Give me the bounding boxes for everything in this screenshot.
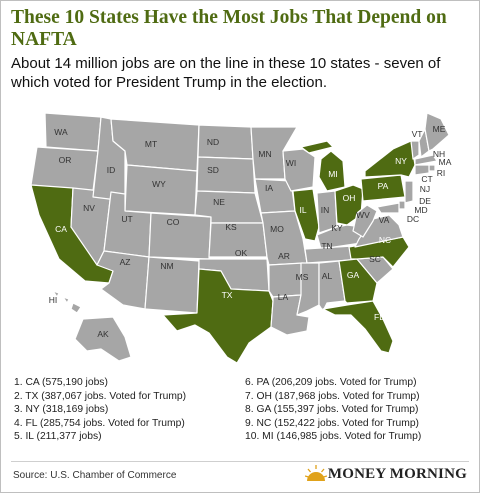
subtitle: About 14 million jobs are on the line in… — [11, 55, 441, 91]
rankings-left: 1. CA (575,190 jobs) 2. TX (387,067 jobs… — [14, 376, 186, 444]
label-ne: NE — [213, 197, 225, 207]
label-oh: OH — [343, 193, 356, 203]
label-ky: KY — [331, 223, 343, 233]
label-pa: PA — [378, 181, 389, 191]
label-de: DE — [419, 196, 431, 206]
state-wi — [282, 148, 316, 192]
ranking-item: 10. MI (146,985 jobs. Voted for Trump) — [245, 431, 422, 442]
label-sc: SC — [369, 254, 381, 264]
ranking-item: 7. OH (187,968 jobs. Voted for Trump) — [245, 390, 420, 402]
state-il — [292, 188, 320, 242]
label-mn: MN — [258, 149, 271, 159]
label-ak: AK — [97, 329, 109, 339]
label-me: ME — [433, 124, 446, 134]
label-al: AL — [322, 271, 333, 281]
source-note: Source: U.S. Chamber of Commerce — [13, 470, 177, 481]
label-la: LA — [278, 292, 289, 302]
label-co: CO — [167, 217, 180, 227]
label-fl: FL — [374, 312, 384, 322]
state-ma — [414, 154, 438, 166]
state-md — [376, 202, 400, 214]
label-tx: TX — [222, 290, 233, 300]
state-nj — [404, 180, 414, 204]
label-md: MD — [414, 205, 427, 215]
label-va: VA — [379, 215, 390, 225]
ranking-item: 6. PA (206,209 jobs. Voted for Trump) — [245, 377, 417, 388]
label-ma: MA — [439, 157, 452, 167]
label-mi: MI — [328, 169, 337, 179]
ranking-item: 3. NY (318,169 jobs) — [14, 404, 109, 415]
label-wv: WV — [356, 210, 370, 220]
state-me — [424, 112, 450, 152]
label-ca: CA — [55, 224, 67, 234]
label-ut: UT — [121, 214, 132, 224]
label-or: OR — [59, 155, 72, 165]
state-ak — [74, 316, 132, 362]
label-nh: NH — [433, 149, 445, 159]
ranking-item: 2. TX (387,067 jobs. Voted for Trump) — [14, 390, 187, 402]
label-ga: GA — [347, 270, 360, 280]
label-nj: NJ — [420, 184, 430, 194]
ranking-item: 8. GA (155,397 jobs. Voted for Trump) — [245, 404, 419, 415]
state-wv — [352, 204, 378, 238]
label-mt: MT — [145, 139, 157, 149]
label-ks: KS — [225, 222, 237, 232]
label-tn: TN — [321, 241, 332, 251]
label-vt: VT — [412, 129, 423, 139]
state-de — [398, 200, 406, 210]
label-az: AZ — [120, 257, 131, 267]
page-title: These 10 States Have the Most Jobs That … — [11, 7, 447, 50]
label-ok: OK — [235, 248, 248, 258]
label-id: ID — [107, 165, 116, 175]
label-ny: NY — [395, 156, 407, 166]
label-ri: RI — [437, 168, 446, 178]
state-ct — [414, 164, 430, 176]
state-vt — [410, 140, 420, 160]
divider — [11, 461, 469, 462]
label-ct: CT — [421, 174, 432, 184]
state-fl — [322, 300, 394, 354]
label-wa: WA — [54, 127, 68, 137]
ranking-item: 4. FL (285,754 jobs. Voted for Trump) — [14, 417, 185, 429]
state-sd — [196, 156, 256, 194]
state-mi — [300, 140, 346, 192]
label-in: IN — [321, 205, 330, 215]
label-nd: ND — [207, 137, 219, 147]
state-co — [148, 212, 212, 260]
label-wi: WI — [286, 158, 296, 168]
label-dc: DC — [407, 214, 419, 224]
ranking-item: 1. CA (575,190 jobs) — [14, 377, 108, 388]
label-il: IL — [299, 205, 306, 215]
state-hi — [52, 290, 82, 314]
state-or — [30, 146, 99, 192]
state-tx — [162, 268, 274, 364]
label-nv: NV — [83, 203, 95, 213]
label-ar: AR — [278, 251, 290, 261]
label-ms: MS — [296, 272, 309, 282]
label-hi: HI — [49, 295, 58, 305]
state-ny — [364, 140, 416, 178]
state-wy — [124, 164, 198, 216]
ranking-item: 9. NC (152,422 jobs. Voted for Trump) — [245, 417, 419, 429]
label-sd: SD — [207, 165, 219, 175]
label-mo: MO — [270, 224, 284, 234]
label-nc: NC — [379, 235, 391, 245]
label-nm: NM — [160, 261, 173, 271]
us-map: WA OR CA NV ID MT WY UT AZ CO NM ND SD N… — [30, 112, 452, 364]
brand-logo: MONEY MORNING — [327, 466, 467, 482]
sun-logo-icon — [305, 465, 327, 481]
state-ri — [428, 164, 436, 172]
ranking-item: 5. IL (211,377 jobs) — [14, 431, 102, 442]
label-ia: IA — [265, 183, 273, 193]
label-wy: WY — [152, 179, 166, 189]
rankings-right: 6. PA (206,209 jobs. Voted for Trump) 7.… — [245, 376, 421, 444]
